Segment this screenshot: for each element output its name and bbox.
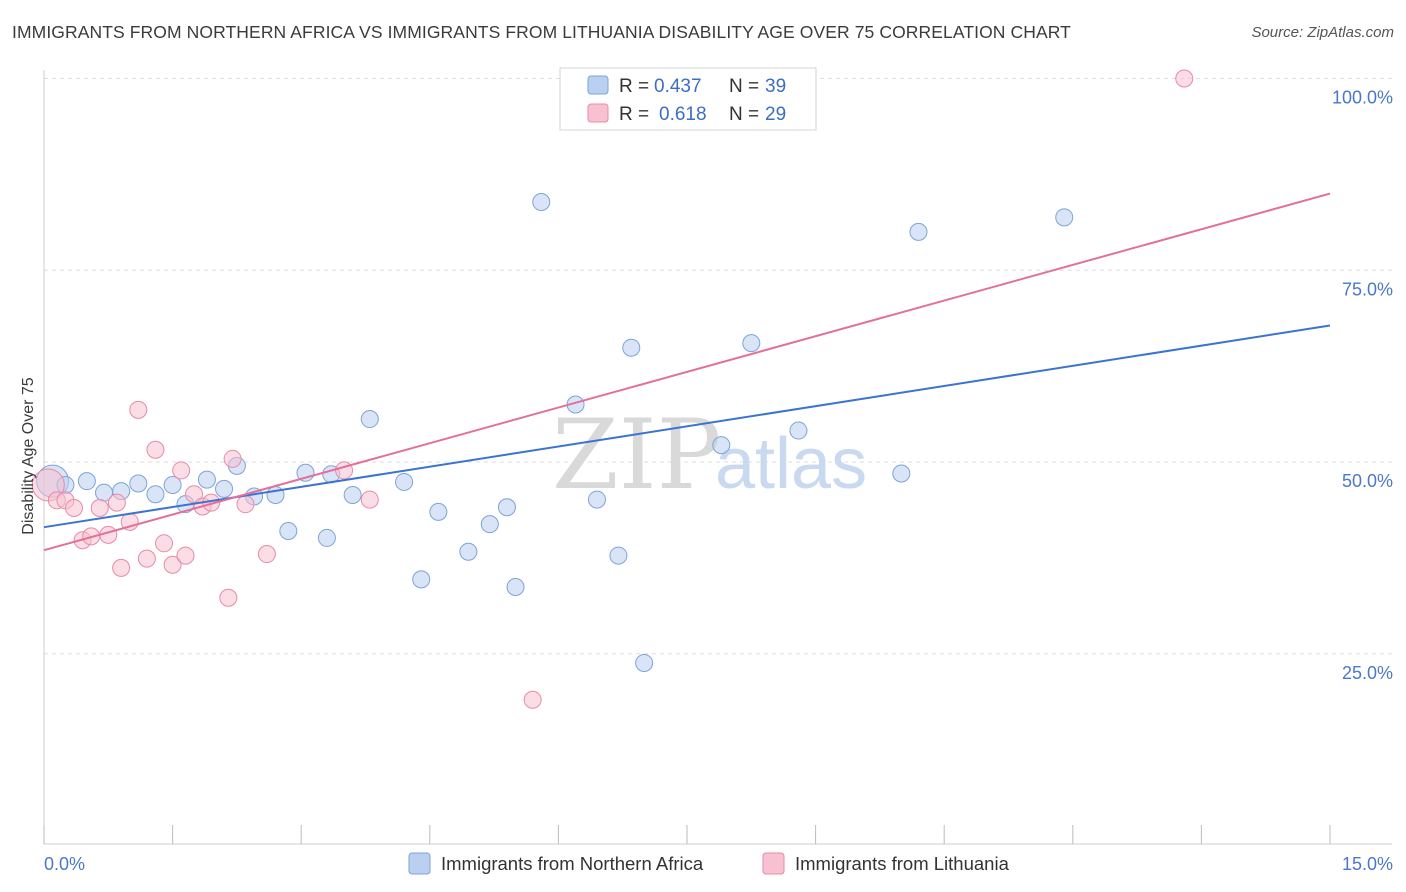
point-northern-africa xyxy=(197,470,216,489)
x-tick-label: 0.0% xyxy=(44,854,85,874)
point-northern-africa xyxy=(532,192,551,211)
point-northern-africa xyxy=(129,474,148,493)
point-northern-africa xyxy=(909,222,928,241)
legend-r-label-pink: R = xyxy=(619,104,649,125)
point-northern-africa xyxy=(343,485,362,504)
legend-r-value-pink: 0.618 xyxy=(659,104,707,125)
point-northern-africa xyxy=(480,515,499,534)
point-lithuania xyxy=(112,558,131,577)
y-tick-label: 50.0% xyxy=(1342,471,1393,491)
point-lithuania xyxy=(223,449,242,468)
bottom-legend-label-pink: Immigrants from Lithuania xyxy=(795,853,1010,874)
y-tick-label: 100.0% xyxy=(1332,88,1393,108)
point-northern-africa xyxy=(789,421,808,440)
point-northern-africa xyxy=(279,522,298,541)
bottom-legend-swatch-blue xyxy=(408,852,431,875)
point-lithuania xyxy=(257,545,276,564)
bottom-legend: Immigrants from Northern Africa Immigran… xyxy=(408,852,1010,875)
point-lithuania xyxy=(176,546,195,565)
point-northern-africa xyxy=(497,498,516,517)
point-northern-africa xyxy=(360,410,379,429)
y-tick-label: 25.0% xyxy=(1342,663,1393,683)
y-axis-title: Disability Age Over 75 xyxy=(20,377,37,535)
watermark-zip: ZIP xyxy=(552,399,721,511)
legend-box: R = 0.437 N = 39 R = 0.618 N = 29 xyxy=(559,67,817,131)
legend-swatch-pink xyxy=(587,103,609,123)
legend-n-label-pink: N = xyxy=(729,104,759,125)
x-tick-label: 15.0% xyxy=(1342,854,1393,874)
point-northern-africa xyxy=(609,546,628,565)
point-northern-africa xyxy=(146,485,165,504)
point-lithuania xyxy=(523,690,542,709)
points-layer xyxy=(31,69,1194,709)
point-northern-africa xyxy=(892,464,911,483)
legend-n-value-blue: 39 xyxy=(765,76,786,97)
point-northern-africa xyxy=(622,338,641,357)
y-tick-label: 75.0% xyxy=(1342,279,1393,299)
point-northern-africa xyxy=(635,653,654,672)
point-lithuania xyxy=(137,549,156,568)
point-lithuania xyxy=(90,499,109,518)
legend-swatch-blue xyxy=(587,75,609,95)
chart-title: IMMIGRANTS FROM NORTHERN AFRICA VS IMMIG… xyxy=(12,22,1071,42)
point-northern-africa xyxy=(163,476,182,495)
grid-layer xyxy=(44,78,1392,655)
point-lithuania xyxy=(129,400,148,419)
chart-source: Source: ZipAtlas.com xyxy=(1251,24,1394,41)
point-lithuania xyxy=(155,534,174,553)
point-lithuania xyxy=(65,499,84,518)
point-northern-africa xyxy=(459,542,478,561)
point-lithuania xyxy=(236,495,255,514)
point-lithuania xyxy=(360,490,379,509)
point-northern-africa xyxy=(506,578,525,597)
bottom-legend-label-blue: Immigrants from Northern Africa xyxy=(441,853,704,874)
point-northern-africa xyxy=(1055,208,1074,227)
point-lithuania xyxy=(163,555,182,574)
legend-r-value-blue: 0.437 xyxy=(654,76,702,97)
legend-r-label-blue: R = xyxy=(619,76,649,97)
point-northern-africa xyxy=(742,334,761,353)
watermark-atlas: atlas xyxy=(715,424,867,504)
point-northern-africa xyxy=(215,479,234,498)
bottom-legend-swatch-pink xyxy=(762,852,785,875)
point-lithuania xyxy=(146,440,165,459)
point-northern-africa xyxy=(317,528,336,547)
trend-line-lithuania xyxy=(43,192,1331,552)
trend-line-northern-africa xyxy=(43,324,1331,529)
trend-layer xyxy=(43,192,1331,552)
point-northern-africa xyxy=(429,502,448,521)
point-northern-africa xyxy=(412,570,431,589)
point-lithuania xyxy=(107,493,126,512)
point-northern-africa xyxy=(712,436,731,455)
point-northern-africa xyxy=(77,472,96,491)
legend-n-value-pink: 29 xyxy=(765,104,786,125)
point-lithuania xyxy=(1175,69,1194,88)
point-lithuania xyxy=(219,588,238,607)
axes-layer: 25.0% 50.0% 75.0% 100.0% 0.0% 15.0% xyxy=(43,70,1393,874)
point-lithuania xyxy=(172,461,191,480)
point-northern-africa xyxy=(587,490,606,509)
point-northern-africa xyxy=(395,472,414,491)
legend-n-label-blue: N = xyxy=(729,76,759,97)
watermark: ZIP atlas xyxy=(552,399,867,511)
